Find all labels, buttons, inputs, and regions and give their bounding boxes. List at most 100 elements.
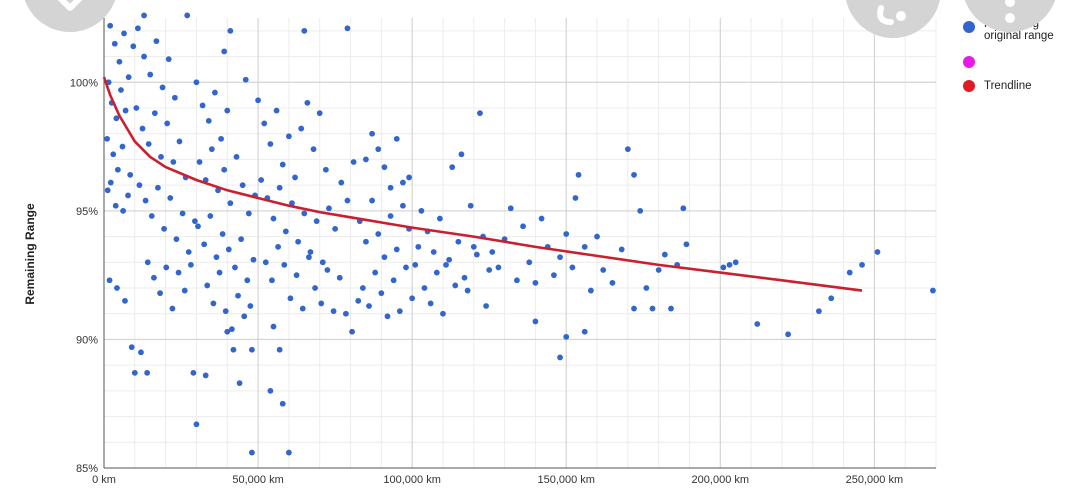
data-point — [293, 272, 300, 279]
data-point — [489, 249, 496, 255]
data-point — [121, 30, 127, 37]
data-point — [213, 254, 220, 261]
data-point — [228, 326, 235, 333]
data-point — [119, 143, 126, 150]
data-point — [157, 290, 163, 297]
data-point — [452, 282, 459, 289]
data-point — [141, 12, 147, 19]
data-point — [261, 120, 268, 127]
data-point — [372, 269, 379, 276]
data-point — [269, 277, 275, 284]
data-point — [155, 184, 161, 191]
data-point — [495, 264, 502, 271]
data-point — [208, 146, 215, 153]
data-point — [242, 76, 249, 83]
data-point — [324, 267, 331, 273]
lens-icon — [877, 5, 906, 25]
data-point — [250, 256, 257, 263]
data-point — [207, 213, 214, 219]
data-point — [181, 287, 188, 294]
data-point — [600, 267, 607, 273]
data-point — [184, 12, 191, 19]
data-point — [433, 269, 440, 276]
data-point — [225, 246, 232, 253]
search-lens-button[interactable] — [845, 0, 941, 38]
y-tick-label: 100% — [70, 77, 98, 89]
data-point — [218, 135, 224, 142]
data-point — [249, 449, 255, 456]
data-point — [581, 328, 588, 335]
data-point — [330, 308, 337, 315]
data-point — [142, 197, 149, 204]
data-point — [139, 125, 146, 132]
data-point — [104, 187, 111, 194]
data-point — [221, 48, 228, 55]
more-options-button[interactable] — [962, 0, 1058, 32]
y-tick-label: 90% — [76, 334, 98, 346]
data-point — [224, 328, 231, 335]
data-point — [144, 369, 151, 376]
data-point — [680, 205, 687, 212]
data-point — [114, 166, 121, 173]
data-point — [169, 305, 176, 312]
data-point — [301, 210, 308, 217]
data-point — [446, 256, 453, 263]
data-point — [227, 27, 234, 34]
x-tick-label: 100,000 km — [383, 474, 440, 486]
data-point — [111, 40, 118, 47]
data-point — [235, 292, 241, 299]
data-point — [464, 287, 471, 294]
x-axis-tick-labels: 0 km 50,000 km 100,000 km 150,000 km 200,000… — [92, 474, 903, 486]
data-point — [222, 308, 229, 315]
data-point — [637, 207, 644, 214]
data-point — [661, 251, 668, 258]
data-point — [624, 146, 631, 153]
data-point — [816, 308, 822, 315]
data-point — [483, 303, 490, 309]
data-point — [486, 267, 493, 273]
data-point — [467, 202, 474, 209]
data-point — [532, 279, 539, 286]
data-point — [298, 125, 305, 132]
data-point — [193, 421, 200, 428]
data-points — [104, 12, 936, 456]
legend-swatch — [963, 56, 975, 68]
data-point — [205, 117, 212, 124]
data-point — [461, 274, 468, 281]
data-point — [185, 249, 192, 255]
data-point — [227, 200, 234, 207]
data-point — [310, 146, 317, 153]
data-point — [557, 354, 563, 361]
data-point — [192, 218, 198, 225]
y-tick-label: 95% — [76, 206, 98, 218]
data-point — [415, 243, 422, 250]
data-point — [276, 184, 283, 191]
data-point — [683, 241, 690, 248]
data-point — [292, 174, 298, 181]
data-point — [176, 138, 183, 145]
data-point — [122, 107, 129, 114]
data-point — [319, 259, 326, 266]
data-point — [116, 58, 123, 65]
data-point — [458, 151, 465, 158]
data-point — [726, 261, 733, 268]
data-point — [159, 84, 166, 91]
data-point — [199, 102, 206, 109]
data-point — [127, 171, 134, 178]
data-point — [233, 153, 240, 160]
data-point — [138, 349, 144, 356]
data-point — [406, 174, 412, 181]
data-point — [375, 146, 382, 153]
data-point — [210, 300, 217, 307]
legend-swatch — [963, 80, 975, 92]
data-point — [147, 71, 154, 78]
data-point — [244, 277, 251, 284]
data-point — [219, 231, 226, 237]
data-point — [170, 159, 177, 165]
data-point — [275, 243, 282, 250]
x-tick-label: 50,000 km — [232, 474, 283, 486]
close-button[interactable] — [22, 0, 118, 32]
data-point — [316, 110, 323, 117]
data-point — [148, 213, 155, 219]
